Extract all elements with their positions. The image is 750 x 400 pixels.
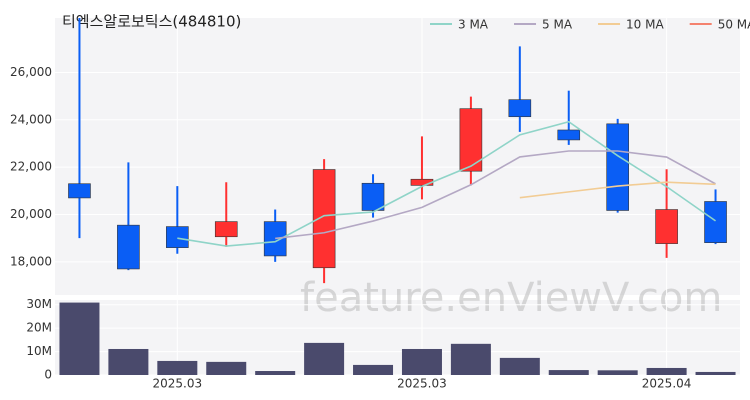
- candle-body: [508, 99, 532, 118]
- volume-bar: [450, 343, 491, 375]
- price-panel: [55, 18, 740, 295]
- y-tick-label: 26,000: [10, 65, 52, 79]
- volume-bar: [108, 348, 149, 375]
- legend-label: 3 MA: [458, 18, 489, 32]
- volume-bar: [401, 348, 442, 375]
- candle-body: [166, 226, 189, 248]
- volume-bar: [353, 364, 394, 375]
- y-tick-label: 18,000: [10, 254, 52, 268]
- x-tick-label: 2025.03: [397, 377, 447, 391]
- watermark: feature.enViewV.com: [300, 275, 722, 321]
- candle-body: [312, 169, 336, 269]
- legend-label: 5 MA: [542, 18, 573, 32]
- chart-title: 티엑스알로보틱스(484810): [62, 13, 241, 31]
- candle-body: [68, 183, 91, 199]
- volume-bar: [548, 370, 589, 375]
- volume-bar: [499, 357, 540, 375]
- y-tick-label: 20M: [26, 321, 52, 335]
- x-tick-label: 2025.04: [642, 377, 692, 391]
- y-tick-label: 0: [44, 368, 52, 382]
- legend-label: 50 MA: [718, 18, 750, 32]
- volume-bar: [695, 371, 736, 375]
- y-tick-label: 30M: [26, 297, 52, 311]
- candle-body: [655, 209, 678, 244]
- volume-bar: [59, 302, 100, 375]
- y-tick-label: 20,000: [10, 207, 52, 221]
- volume-bar: [304, 342, 345, 375]
- volume-bar: [206, 361, 247, 375]
- candle-body: [361, 182, 385, 211]
- candle-body: [117, 224, 140, 270]
- y-tick-label: 10M: [26, 344, 52, 358]
- candle-body: [606, 123, 629, 211]
- candle-body: [557, 129, 581, 141]
- ma-line: [275, 150, 716, 240]
- legend-label: 10 MA: [626, 18, 664, 32]
- candle-body: [263, 221, 287, 257]
- ma-line: [519, 181, 716, 199]
- volume-bar: [157, 360, 198, 375]
- y-tick-label: 22,000: [10, 160, 52, 174]
- candle-body: [459, 108, 483, 172]
- volume-bar: [255, 371, 296, 375]
- candle-body: [410, 178, 434, 186]
- candle-body: [214, 221, 238, 238]
- ma-line: [177, 120, 716, 247]
- x-tick-label: 2025.03: [153, 377, 203, 391]
- candle-body: [704, 201, 727, 243]
- volume-bar: [597, 370, 638, 375]
- volume-bar: [646, 367, 687, 375]
- y-tick-label: 24,000: [10, 112, 52, 126]
